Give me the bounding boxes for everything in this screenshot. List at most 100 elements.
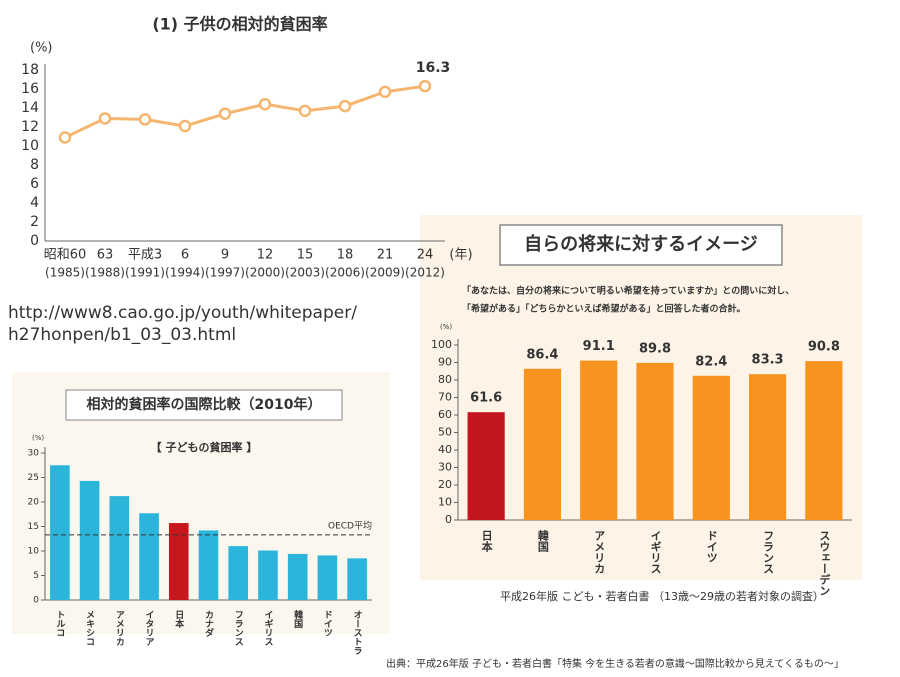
line (64, 84, 426, 139)
x-tick-label: アメリカ (593, 530, 606, 574)
x-tick-label: 18 (337, 248, 354, 263)
chart-title: 相対的貧困率の国際比較（2010年） (87, 396, 322, 413)
x-tick-label: イギリス (649, 530, 662, 574)
y-tick-label: 10 (28, 547, 40, 557)
data-label: 91.1 (583, 339, 615, 354)
y-axis-label: (%) (440, 323, 452, 331)
x-axis-label: (年) (449, 248, 472, 263)
marker (378, 85, 392, 99)
y-tick-label: 100 (431, 338, 452, 351)
x-tick-sublabel: (2012) (405, 266, 445, 280)
bar (692, 375, 730, 520)
y-tick-label: 14 (21, 100, 39, 116)
bar (258, 550, 278, 600)
bar (139, 513, 159, 600)
bar (168, 523, 189, 600)
marker (298, 104, 312, 118)
x-tick-sublabel: (2000) (245, 266, 285, 280)
bar (467, 412, 505, 520)
x-tick-sublabel: (1997) (205, 266, 245, 280)
x-tick-label: 日本 (480, 530, 493, 553)
x-tick-label: 15 (297, 248, 314, 263)
caption: 平成26年版 こども・若者白書 （13歳～29歳の若者対象の調査） (500, 589, 824, 603)
data-label: 16.3 (416, 60, 451, 76)
bar (50, 465, 70, 600)
x-tick-sublabel: (1994) (165, 266, 205, 280)
bar (109, 496, 130, 600)
x-tick-label: 63 (97, 248, 114, 263)
y-tick-label: 5 (33, 571, 39, 581)
marker (138, 113, 152, 126)
x-tick-label: ドイツ (322, 610, 333, 637)
data-label: 83.3 (752, 353, 784, 368)
x-tick-label: メキシコ (84, 610, 95, 646)
y-tick-label: 15 (28, 522, 39, 532)
y-tick-label: 10 (21, 138, 39, 154)
x-tick-sublabel: (1985) (45, 266, 85, 280)
chart-title: (1) 子供の相対的貧困率 (152, 15, 327, 34)
url: h27honpen/b1_03_03.html (8, 325, 236, 345)
y-tick-label: 6 (30, 176, 39, 192)
marker (338, 99, 352, 113)
bar (636, 362, 674, 520)
x-tick-label: 日本 (173, 610, 184, 629)
marker (178, 119, 192, 133)
x-tick-label: イギリス (262, 610, 273, 646)
reference-label: OECD平均 (328, 519, 372, 531)
x-tick-label: アメリカ (114, 610, 125, 646)
x-tick-label: カナダ (203, 610, 214, 638)
x-tick-label: イタリア (144, 610, 155, 646)
y-tick-label: 80 (438, 373, 452, 386)
x-tick-label: オーストラ (352, 610, 363, 655)
x-tick-label: 昭和60 (44, 248, 87, 263)
marker (58, 131, 72, 144)
y-tick-label: 50 (438, 426, 452, 439)
x-tick-label: 9 (221, 248, 229, 263)
y-tick-label: 16 (21, 81, 39, 97)
bar (523, 368, 562, 520)
data-label: 86.4 (526, 347, 558, 362)
y-tick-label: 90 (438, 356, 452, 369)
y-tick-label: 20 (438, 478, 452, 491)
x-tick-label: 6 (181, 248, 189, 263)
title-box-2 (65, 389, 343, 421)
y-tick-label: 0 (30, 233, 39, 249)
y-tick-label: 2 (30, 214, 39, 230)
x-tick-label: フランス (233, 610, 244, 646)
y-tick-label: 18 (21, 62, 39, 78)
bar (228, 546, 249, 600)
x-tick-label: ドイツ (705, 530, 718, 563)
bar (317, 555, 338, 600)
x-tick-sublabel: (2006) (325, 266, 365, 280)
source: 出典：平成26年版 子ども・若者白書「特集 今を生きる若者の意識～国際比較から見… (386, 657, 844, 670)
x-tick-label: 平成3 (128, 248, 162, 263)
chart-title: 自らの将来に対するイメージ (524, 233, 758, 255)
data-label: 82.4 (695, 354, 727, 369)
x-tick-label: トルコ (54, 610, 64, 637)
y-tick-label: 30 (438, 461, 452, 474)
y-tick-label: 70 (438, 391, 452, 404)
marker (418, 79, 432, 93)
y-tick-label: 4 (30, 195, 39, 211)
x-tick-label: フランス (762, 530, 775, 574)
marker (218, 107, 232, 120)
bar (79, 480, 100, 600)
url: http://www8.cao.go.jp/youth/whitepaper/ (8, 303, 357, 323)
x-tick-sublabel: (1988) (85, 266, 125, 280)
x-tick-label: 24 (417, 248, 434, 263)
chart-subtitle: 「希望がある」「どちらかといえば希望がある」と回答した者の合計。 (462, 303, 746, 315)
y-tick-label: 25 (28, 473, 39, 483)
chart-subtitle: 【 子どもの貧困率 】 (151, 440, 258, 454)
marker (258, 97, 272, 111)
x-tick-label: 12 (257, 248, 274, 263)
bar (580, 360, 618, 520)
data-label: 61.6 (470, 391, 502, 406)
y-tick-label: 30 (28, 449, 40, 459)
y-tick-label: 10 (438, 496, 452, 509)
y-tick-label: 8 (30, 157, 39, 173)
y-tick-label: 20 (28, 498, 40, 508)
x-tick-sublabel: (2009) (365, 266, 405, 280)
bar (198, 530, 219, 600)
y-tick-label: 0 (445, 513, 452, 526)
